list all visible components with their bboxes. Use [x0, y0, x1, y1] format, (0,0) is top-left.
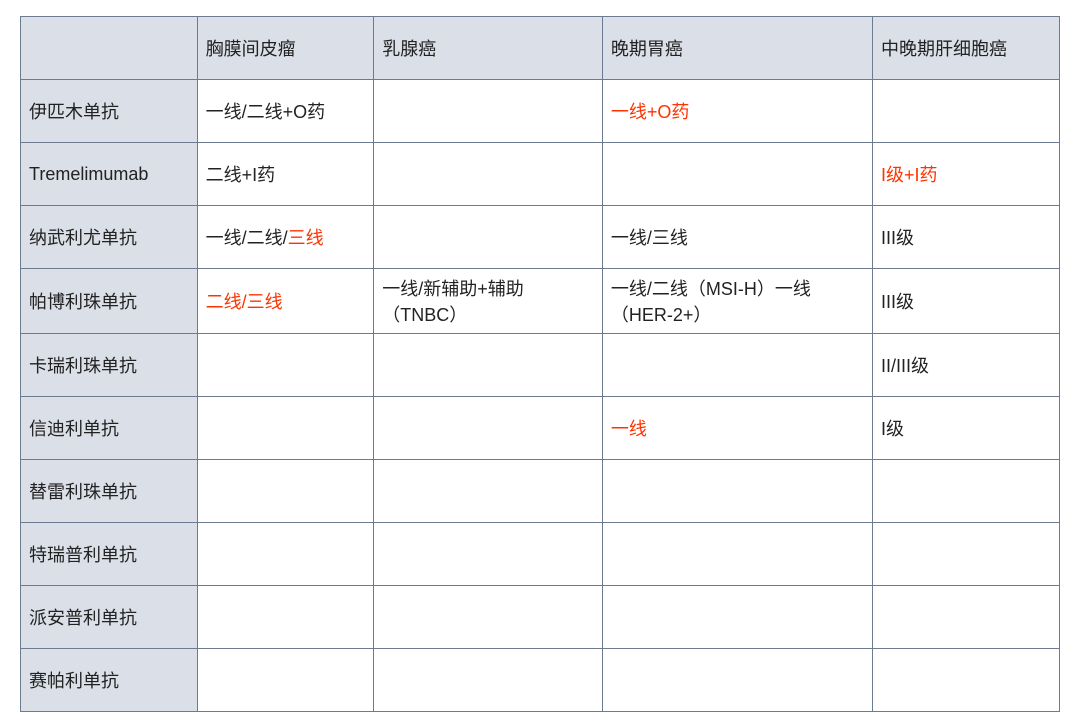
table-cell [197, 523, 374, 586]
drug-name: 卡瑞利珠单抗 [29, 356, 137, 376]
row-header: 卡瑞利珠单抗 [21, 334, 198, 397]
table-row: 派安普利单抗 [21, 586, 1060, 649]
table-row: 替雷利珠单抗 [21, 460, 1060, 523]
highlighted-text: 三线 [288, 228, 324, 248]
table-cell [374, 460, 603, 523]
cell-text: 一线/二线（MSI-H）一线（HER-2+） [611, 279, 811, 325]
table-row: 帕博利珠单抗 二线/三线 一线/新辅助+辅助（TNBC） 一线/二线（MSI-H）一线… [21, 269, 1060, 334]
cell-text: III级 [881, 228, 914, 248]
column-header: 胸膜间皮瘤 [197, 17, 374, 80]
table-cell [602, 334, 872, 397]
drug-name: 伊匹木单抗 [29, 102, 119, 122]
highlighted-text: 一线 [611, 419, 647, 439]
column-header: 晚期胃癌 [602, 17, 872, 80]
cell-text: I级 [881, 419, 904, 439]
table-cell [602, 649, 872, 712]
table-cell [374, 80, 603, 143]
table-cell: 一线/三线 [602, 206, 872, 269]
table-cell: 一线/新辅助+辅助（TNBC） [374, 269, 603, 334]
column-header-label: 胸膜间皮瘤 [206, 39, 296, 59]
highlighted-text: I级+I药 [881, 165, 938, 185]
row-header: Tremelimumab [21, 143, 198, 206]
table-cell: 一线+O药 [602, 80, 872, 143]
table-row: 信迪利单抗 一线 I级 [21, 397, 1060, 460]
cell-text: 一线/二线/ [206, 228, 288, 248]
table-cell [602, 523, 872, 586]
table-cell [197, 649, 374, 712]
row-header: 帕博利珠单抗 [21, 269, 198, 334]
table-cell [872, 80, 1059, 143]
table-cell: II/III级 [872, 334, 1059, 397]
table-row: 纳武利尤单抗 一线/二线/三线 一线/三线 III级 [21, 206, 1060, 269]
table-cell [197, 397, 374, 460]
drug-name: 特瑞普利单抗 [29, 545, 137, 565]
table-cell [374, 397, 603, 460]
drug-name: 帕博利珠单抗 [29, 292, 137, 312]
drug-name: 信迪利单抗 [29, 419, 119, 439]
table-cell [872, 649, 1059, 712]
table-cell: 一线/二线/三线 [197, 206, 374, 269]
column-header: 乳腺癌 [374, 17, 603, 80]
highlighted-text: 一线+O药 [611, 102, 690, 122]
table-cell [872, 460, 1059, 523]
table-cell: 二线+I药 [197, 143, 374, 206]
table-cell [872, 523, 1059, 586]
table-cell: I级 [872, 397, 1059, 460]
cell-text: III级 [881, 292, 914, 312]
column-header-label: 乳腺癌 [382, 39, 436, 59]
drug-name: 纳武利尤单抗 [29, 228, 137, 248]
table-cell: 二线/三线 [197, 269, 374, 334]
table-cell [872, 586, 1059, 649]
drug-name: 替雷利珠单抗 [29, 482, 137, 502]
table-cell: 一线 [602, 397, 872, 460]
table-cell [374, 523, 603, 586]
table-cell [374, 206, 603, 269]
table-cell [602, 143, 872, 206]
drug-name: 派安普利单抗 [29, 608, 137, 628]
corner-header [21, 17, 198, 80]
row-header: 信迪利单抗 [21, 397, 198, 460]
highlighted-text: 二线/三线 [206, 292, 283, 312]
drug-name: 赛帕利单抗 [29, 671, 119, 691]
column-header: 中晚期肝细胞癌 [872, 17, 1059, 80]
table-header-row: 胸膜间皮瘤 乳腺癌 晚期胃癌 中晚期肝细胞癌 [21, 17, 1060, 80]
cell-text: 一线/三线 [611, 228, 688, 248]
table-row: 赛帕利单抗 [21, 649, 1060, 712]
row-header: 替雷利珠单抗 [21, 460, 198, 523]
row-header: 派安普利单抗 [21, 586, 198, 649]
row-header: 特瑞普利单抗 [21, 523, 198, 586]
table-cell [197, 460, 374, 523]
table-cell: 一线/二线（MSI-H）一线（HER-2+） [602, 269, 872, 334]
row-header: 纳武利尤单抗 [21, 206, 198, 269]
table-cell: III级 [872, 206, 1059, 269]
table-cell [602, 586, 872, 649]
table-row: Tremelimumab 二线+I药 I级+I药 [21, 143, 1060, 206]
column-header-label: 中晚期肝细胞癌 [881, 39, 1007, 59]
column-header-label: 晚期胃癌 [611, 39, 683, 59]
row-header: 伊匹木单抗 [21, 80, 198, 143]
table-cell [197, 586, 374, 649]
table-cell: III级 [872, 269, 1059, 334]
table-row: 伊匹木单抗 一线/二线+O药 一线+O药 [21, 80, 1060, 143]
table-cell: 一线/二线+O药 [197, 80, 374, 143]
cell-text: 二线+I药 [206, 165, 276, 185]
table-cell [602, 460, 872, 523]
drug-indication-table: 胸膜间皮瘤 乳腺癌 晚期胃癌 中晚期肝细胞癌 伊匹木单抗 一线/二线+O药 一线+O药 Tr… [20, 16, 1060, 712]
table-row: 特瑞普利单抗 [21, 523, 1060, 586]
table-cell [197, 334, 374, 397]
drug-name: Tremelimumab [29, 164, 148, 184]
table-cell: I级+I药 [872, 143, 1059, 206]
cell-text: II/III级 [881, 356, 929, 376]
table-cell [374, 143, 603, 206]
table-cell [374, 586, 603, 649]
cell-text: 一线/新辅助+辅助（TNBC） [382, 279, 524, 325]
table-cell [374, 649, 603, 712]
row-header: 赛帕利单抗 [21, 649, 198, 712]
table-row: 卡瑞利珠单抗 II/III级 [21, 334, 1060, 397]
table-cell [374, 334, 603, 397]
cell-text: 一线/二线+O药 [206, 102, 326, 122]
